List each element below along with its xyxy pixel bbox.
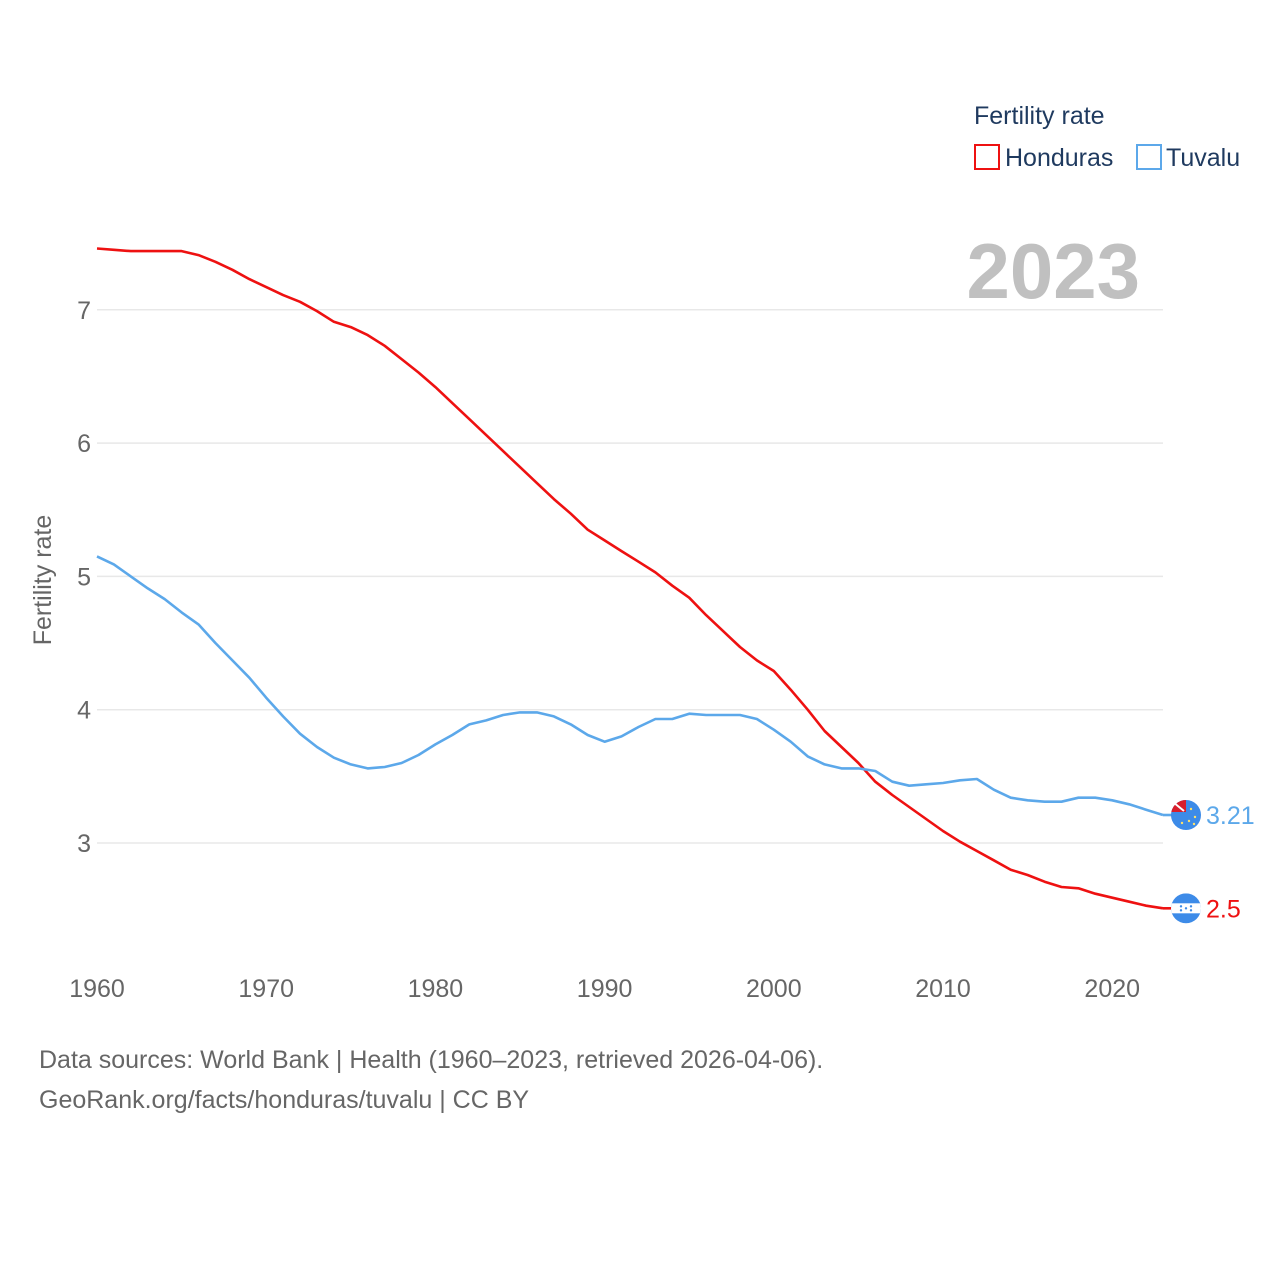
flag-star-2 — [1184, 907, 1188, 910]
marker-layer: 2.5 3.21 — [1163, 800, 1255, 924]
y-axis-label: Fertility rate — [29, 515, 57, 646]
footer: Data sources: World Bank | Health (1960–… — [39, 1040, 823, 1120]
flag-star-2 — [1187, 819, 1191, 823]
x-tick-label-2000: 2000 — [746, 975, 802, 1003]
legend-swatch-honduras — [974, 144, 1000, 170]
legend-item-honduras[interactable]: Honduras — [974, 144, 1113, 172]
x-tick-label-2020: 2020 — [1084, 975, 1140, 1003]
line-chart: 3 4 5 6 7 1960 1970 1980 1990 2000 2010 2020 Fertil… — [29, 102, 1255, 1003]
footer-link[interactable]: GeoRank.org/facts/honduras/tuvalu | CC B… — [39, 1086, 530, 1114]
y-tick-label-3: 3 — [77, 830, 91, 858]
y-tick-label-5: 5 — [77, 563, 91, 591]
grid-layer — [97, 309, 1163, 844]
flag-star-3 — [1179, 909, 1183, 912]
y-tick-label-4: 4 — [77, 697, 91, 725]
x-tick-label-1960: 1960 — [69, 975, 125, 1003]
footer-sources: Data sources: World Bank | Health (1960–… — [39, 1046, 824, 1074]
axis-layer: 3 4 5 6 7 1960 1970 1980 1990 2000 2010 2020 — [69, 297, 1140, 1003]
legend-item-tuvalu[interactable]: Tuvalu — [1136, 144, 1240, 172]
legend-label-tuvalu: Tuvalu — [1166, 144, 1240, 172]
legend-swatch-tuvalu — [1136, 144, 1162, 170]
series-line-tuvalu — [96, 555, 1164, 817]
end-marker-honduras-flag-icon — [1171, 893, 1201, 924]
flag-star-1 — [1189, 905, 1193, 908]
y-tick-label-6: 6 — [77, 430, 91, 458]
series-line-honduras — [96, 247, 1164, 910]
x-tick-label-2010: 2010 — [915, 975, 971, 1003]
x-tick-label-1970: 1970 — [238, 975, 294, 1003]
flag-star-1 — [1193, 815, 1197, 819]
x-tick-label-1980: 1980 — [408, 975, 464, 1003]
flag-star-3 — [1180, 821, 1184, 825]
end-value-label-tuvalu: 3.21 — [1206, 802, 1255, 830]
series-layer — [96, 247, 1164, 910]
flag-star-4 — [1192, 822, 1196, 826]
year-label: 2023 — [966, 227, 1140, 315]
x-tick-label-1990: 1990 — [577, 975, 633, 1003]
end-value-label-honduras: 2.5 — [1206, 895, 1241, 923]
flag-star-0 — [1179, 905, 1183, 908]
flag-canton-cross — [1172, 801, 1185, 812]
end-marker-tuvalu-flag-icon — [1171, 800, 1201, 831]
flag-star-4 — [1189, 909, 1193, 912]
flag-star-0 — [1189, 807, 1193, 811]
legend-title: Fertility rate — [974, 102, 1105, 130]
y-tick-label-7: 7 — [77, 297, 91, 325]
legend-label-honduras: Honduras — [1005, 144, 1113, 172]
